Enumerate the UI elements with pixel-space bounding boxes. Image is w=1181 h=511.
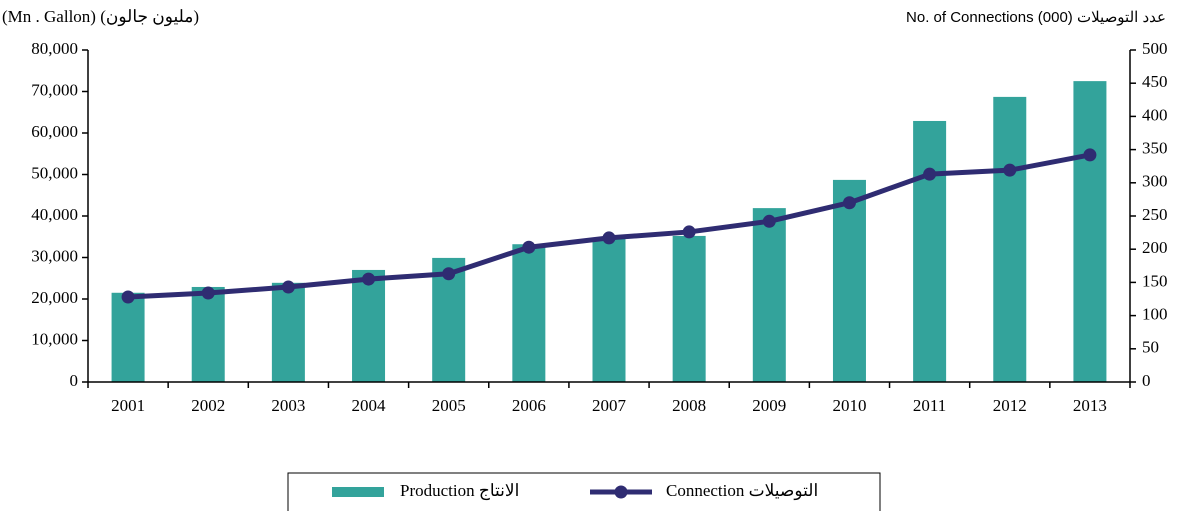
x-tick-label: 2001 <box>111 396 145 415</box>
y2-tick-label: 50 <box>1142 338 1159 357</box>
x-tick-label: 2002 <box>191 396 225 415</box>
bar <box>191 286 225 382</box>
legend-box <box>287 472 881 511</box>
y-tick-label: 30,000 <box>31 246 78 265</box>
y2-tick-label: 350 <box>1142 139 1168 158</box>
x-tick-label: 2012 <box>993 396 1027 415</box>
bar <box>352 269 386 382</box>
legend-label: Connection التوصيلات <box>666 481 818 501</box>
legend-label: Production الانتاج <box>400 481 519 501</box>
y2-tick-label: 100 <box>1142 305 1168 324</box>
bar <box>271 282 305 382</box>
y2-axis-label: No. of Connections (000) عدد التوصيلات <box>906 9 1166 26</box>
bar <box>832 179 866 382</box>
x-tick-label: 2006 <box>512 396 546 415</box>
y-tick-label: 50,000 <box>31 163 78 182</box>
line-marker <box>201 286 215 300</box>
y-tick-label: 70,000 <box>31 80 78 99</box>
x-tick-label: 2004 <box>352 396 387 415</box>
y-tick-label: 60,000 <box>31 122 78 141</box>
y-tick-label: 80,000 <box>31 39 78 58</box>
line-marker <box>842 196 856 210</box>
x-tick-label: 2009 <box>752 396 786 415</box>
line-marker <box>923 167 937 181</box>
y-axis-label: (Mn . Gallon) (مليون جالون) <box>2 7 199 27</box>
x-tick-label: 2007 <box>592 396 627 415</box>
bar <box>672 235 706 382</box>
line-marker <box>1083 148 1097 162</box>
x-tick-label: 2010 <box>832 396 866 415</box>
y2-tick-label: 500 <box>1142 39 1168 58</box>
line-marker <box>762 214 776 228</box>
line-marker <box>602 231 616 245</box>
y-tick-label: 20,000 <box>31 288 78 307</box>
y2-tick-label: 0 <box>1142 371 1151 390</box>
y-tick-label: 40,000 <box>31 205 78 224</box>
y2-tick-label: 250 <box>1142 205 1168 224</box>
x-tick-label: 2011 <box>913 396 946 415</box>
x-tick-label: 2003 <box>271 396 305 415</box>
line-marker <box>362 272 376 286</box>
bar <box>913 120 947 382</box>
x-tick-label: 2005 <box>432 396 466 415</box>
legend-swatch-marker <box>614 485 628 499</box>
line-marker <box>1003 163 1017 177</box>
bar <box>752 208 786 382</box>
line-marker <box>682 225 696 239</box>
line-marker <box>281 280 295 294</box>
line-marker <box>121 290 135 304</box>
bar <box>512 244 546 382</box>
y-tick-label: 10,000 <box>31 329 78 348</box>
line-marker <box>442 267 456 281</box>
y2-tick-label: 400 <box>1142 105 1168 124</box>
legend-swatch <box>332 487 384 497</box>
bar <box>993 96 1027 383</box>
y2-tick-label: 300 <box>1142 172 1168 191</box>
y2-tick-label: 150 <box>1142 271 1168 290</box>
bar <box>111 292 145 382</box>
bar <box>592 238 626 382</box>
x-tick-label: 2008 <box>672 396 706 415</box>
y2-tick-label: 450 <box>1142 72 1168 91</box>
line-marker <box>522 240 536 254</box>
y-tick-label: 0 <box>70 371 79 390</box>
y2-tick-label: 200 <box>1142 238 1168 257</box>
x-tick-label: 2013 <box>1073 396 1107 415</box>
bar <box>1073 81 1107 382</box>
